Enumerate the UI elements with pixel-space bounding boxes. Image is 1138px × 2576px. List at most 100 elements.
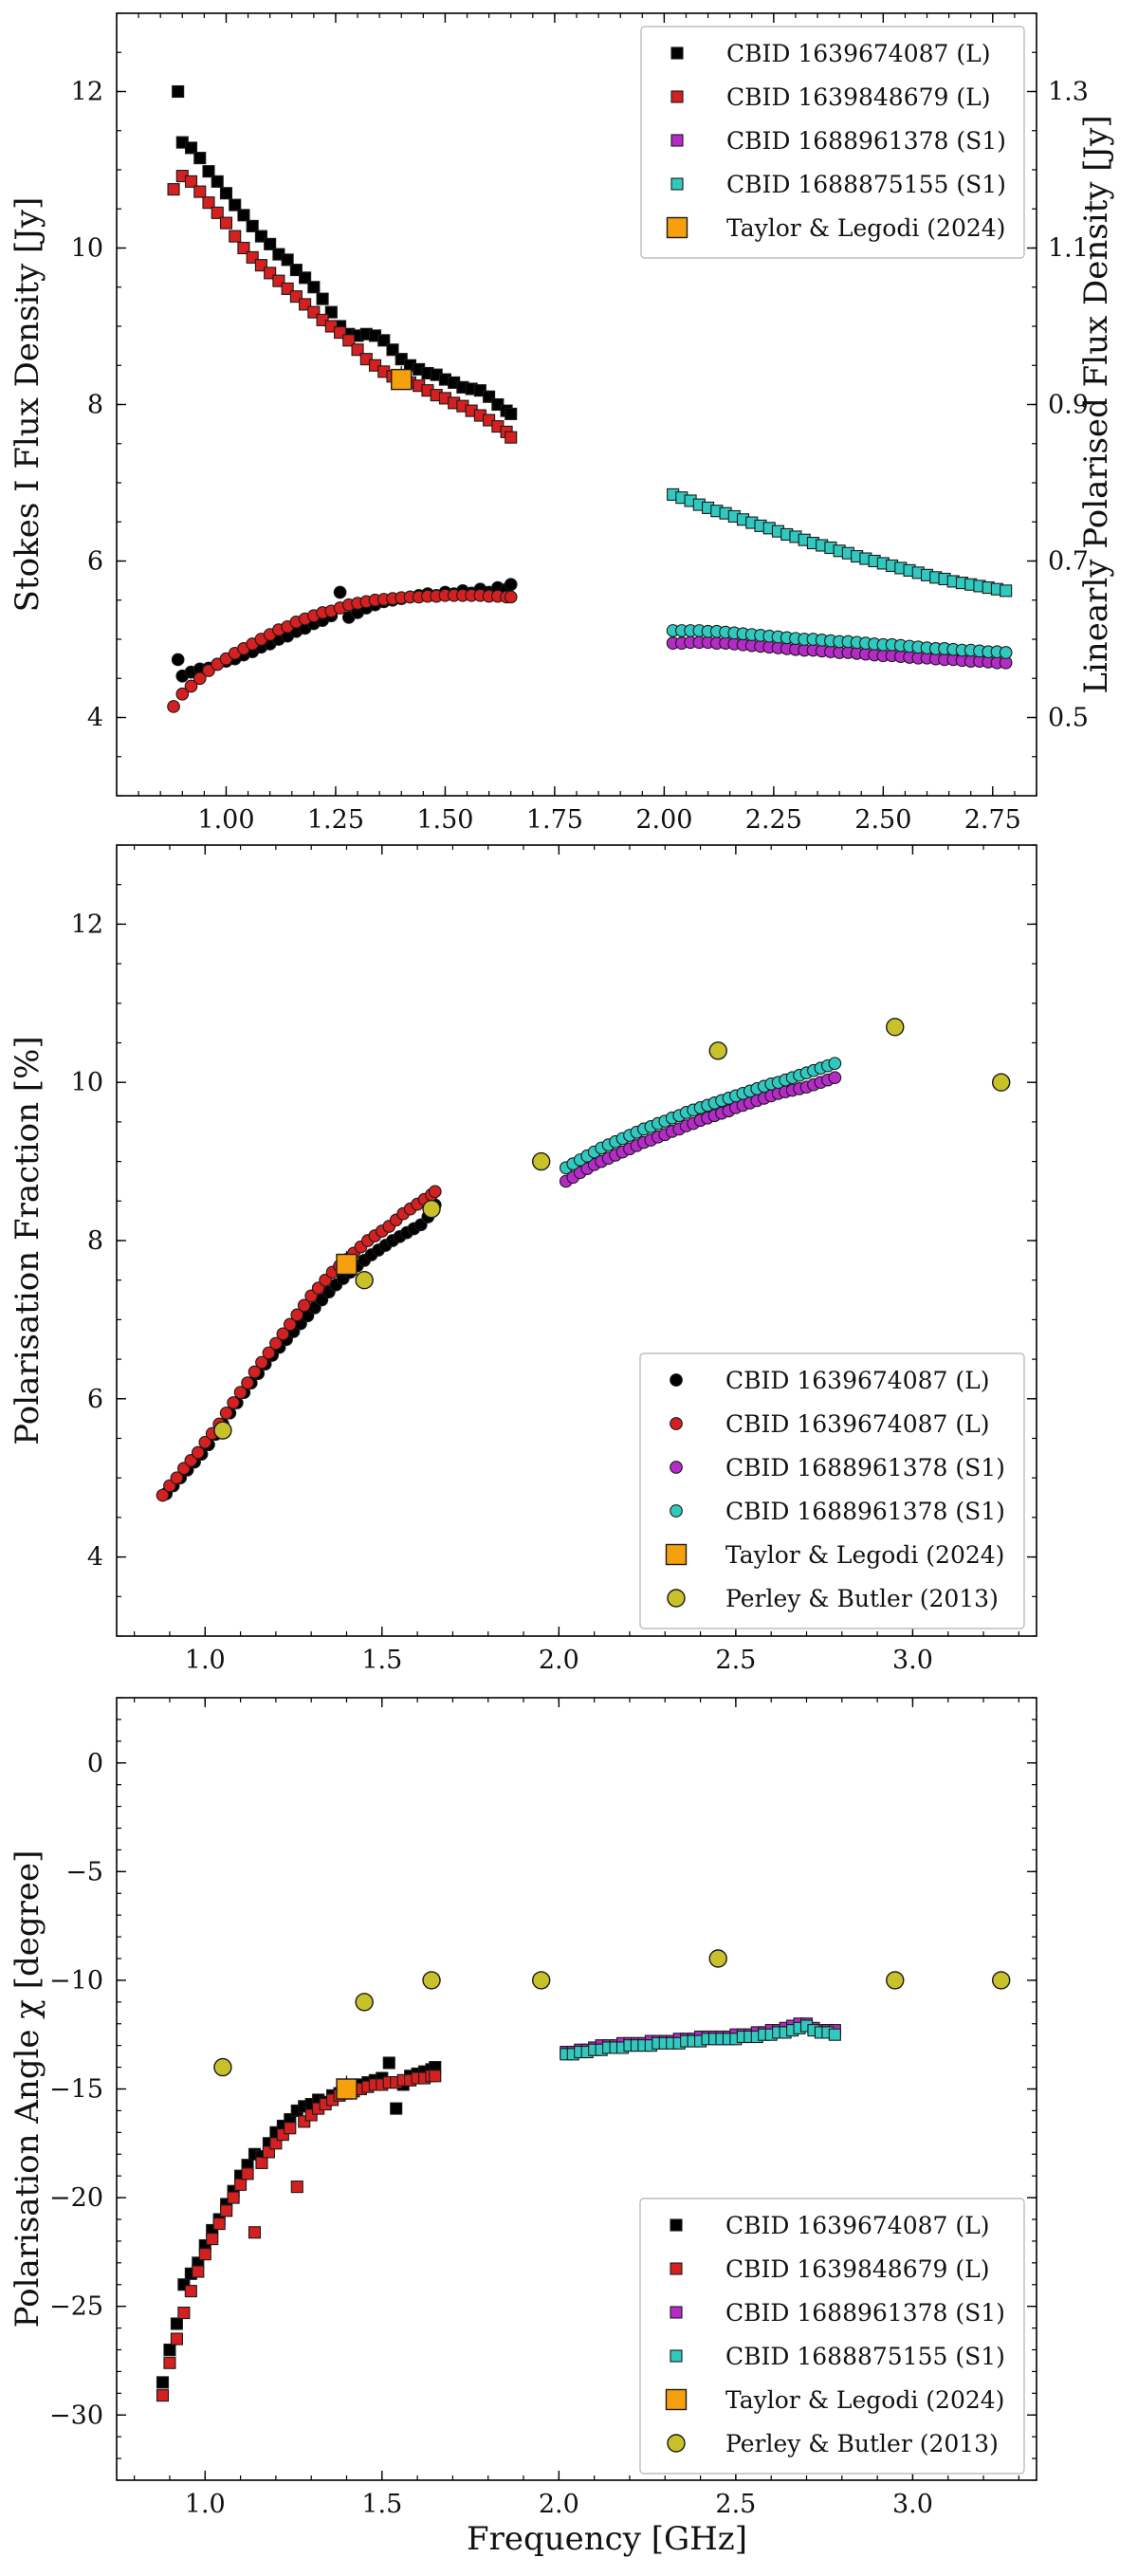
y2-tick-label: 0.5: [1048, 704, 1089, 733]
data-point: [170, 2332, 183, 2346]
legend-marker: [670, 177, 684, 191]
data-point: [299, 271, 312, 285]
data-point: [184, 2285, 197, 2298]
legend-label: Taylor & Legodi (2024): [725, 2386, 1004, 2414]
y-tick-label: −30: [49, 2401, 103, 2430]
data-point: [336, 1253, 358, 1276]
data-point: [191, 1445, 205, 1460]
data-point: [505, 431, 518, 444]
data-point: [241, 2167, 254, 2180]
data-point: [269, 1336, 283, 1351]
legend-label: CBID 1688875155 (S1): [726, 171, 1006, 198]
series-F-teal: [559, 1057, 842, 1175]
data-point: [708, 1041, 727, 1060]
data-point: [233, 1386, 248, 1399]
data-point: [255, 1355, 268, 1370]
data-point: [828, 2028, 841, 2041]
series-I-taylor: [391, 366, 413, 391]
data-point: [202, 664, 215, 677]
x-tick-label: 1.75: [526, 805, 583, 835]
data-point: [999, 646, 1013, 659]
x-tick-label: 2.00: [635, 805, 692, 835]
data-point: [429, 2070, 442, 2083]
legend-box: [639, 1352, 1025, 1629]
y-tick-label: 4: [87, 1543, 103, 1573]
data-point: [531, 1971, 551, 1990]
data-point: [355, 1993, 374, 2012]
y-tick-label: −15: [49, 2075, 103, 2105]
data-point: [284, 2122, 297, 2135]
x-tick-label: 2.75: [964, 805, 1021, 835]
series-I-black: [172, 84, 518, 420]
legend: CBID 1639674087 (L) CBID 1639848679 (L) CB…: [639, 2198, 1025, 2475]
data-point: [219, 216, 233, 230]
data-point: [342, 334, 356, 347]
series-I-red: [167, 170, 518, 444]
data-point: [229, 230, 242, 243]
data-point: [227, 1396, 240, 1409]
legend-marker: [665, 2388, 688, 2411]
series-A-red: [156, 2070, 442, 2402]
data-point: [422, 1971, 441, 1990]
data-point: [192, 2265, 205, 2278]
series-I-teal: [667, 488, 1013, 598]
legend-marker: [670, 1504, 683, 1518]
y2-tick-label: 1.3: [1048, 78, 1089, 107]
y-tick-label: 10: [71, 234, 103, 264]
x-axis-label: Frequency [GHz]: [467, 2520, 747, 2558]
legend-marker: [670, 90, 684, 103]
y-tick-label: −20: [49, 2183, 103, 2213]
series-A-teal: [560, 2019, 841, 2061]
legend-marker: [670, 1417, 683, 1430]
legend-label: CBID 1688961378 (S1): [726, 127, 1006, 155]
data-point: [248, 2226, 262, 2239]
legend-label: CBID 1639674087 (L): [725, 2212, 989, 2239]
data-point: [213, 2057, 232, 2077]
legend-label: CBID 1688961378 (S1): [725, 2299, 1005, 2327]
legend: CBID 1639674087 (L) CBID 1639674087 (L) CB…: [639, 1352, 1025, 1629]
x-tick-label: 1.25: [307, 805, 364, 835]
data-point: [202, 196, 215, 210]
legend: CBID 1639674087 (L) CBID 1639848679 (L) CB…: [640, 26, 1025, 259]
y-tick-label: 8: [87, 391, 103, 420]
data-point: [708, 1949, 727, 1968]
data-point: [237, 241, 250, 255]
data-point: [886, 1971, 905, 1990]
legend-marker: [670, 1373, 683, 1387]
x-tick-label: 1.5: [361, 2490, 402, 2519]
series-A-perley: [213, 1949, 1011, 2077]
data-point: [428, 1185, 442, 1199]
data-point: [163, 2343, 176, 2357]
data-point: [316, 292, 329, 305]
y-axis-label: Polarisation Angle χ [degree]: [9, 1850, 46, 2328]
data-point: [198, 1435, 212, 1449]
y-tick-label: −10: [49, 1966, 103, 1996]
data-point: [211, 175, 224, 188]
data-point: [504, 590, 518, 604]
x-tick-label: 2.0: [539, 2490, 579, 2519]
data-point: [241, 1376, 254, 1389]
series-A-taylor: [336, 2075, 358, 2100]
legend-marker: [670, 134, 684, 147]
data-point: [198, 2248, 211, 2261]
legend-marker: [666, 216, 688, 239]
data-point: [828, 1057, 842, 1071]
legend-label: CBID 1639674087 (L): [725, 1410, 989, 1438]
y-tick-label: 6: [87, 1385, 103, 1414]
x-tick-label: 1.00: [197, 805, 254, 835]
panel-1: 1.00 1.25 1.50 1.75 2.00 2.25 2.50 2.75 4 6 8 10 12 0…: [9, 12, 1115, 835]
x-tick-label: 3.0: [892, 2490, 933, 2519]
data-point: [220, 2204, 233, 2217]
data-point: [167, 183, 180, 196]
data-point: [219, 1406, 233, 1420]
y-tick-label: 6: [87, 547, 103, 577]
data-point: [422, 1199, 441, 1219]
series-A-black: [156, 2056, 442, 2389]
data-point: [991, 1073, 1011, 1092]
legend-box: [640, 26, 1025, 259]
data-point: [184, 175, 198, 188]
data-point: [264, 237, 277, 250]
data-point: [219, 187, 233, 200]
data-point: [170, 2317, 183, 2330]
